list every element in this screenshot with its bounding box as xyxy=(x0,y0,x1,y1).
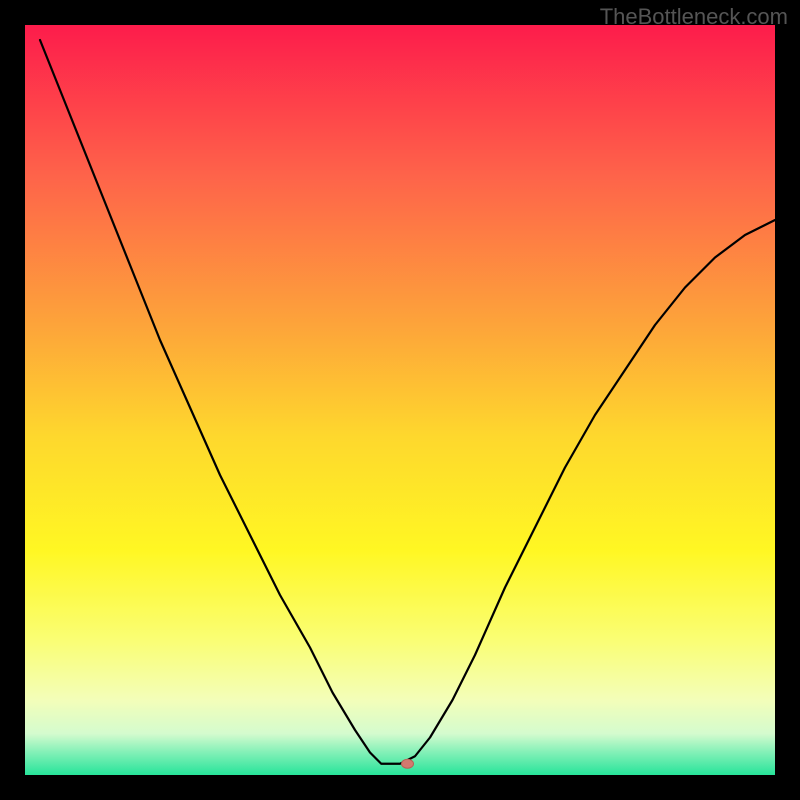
watermark-text: TheBottleneck.com xyxy=(600,4,788,30)
bottleneck-chart xyxy=(0,0,800,800)
optimal-point-marker xyxy=(402,759,414,768)
plot-background xyxy=(25,25,775,775)
